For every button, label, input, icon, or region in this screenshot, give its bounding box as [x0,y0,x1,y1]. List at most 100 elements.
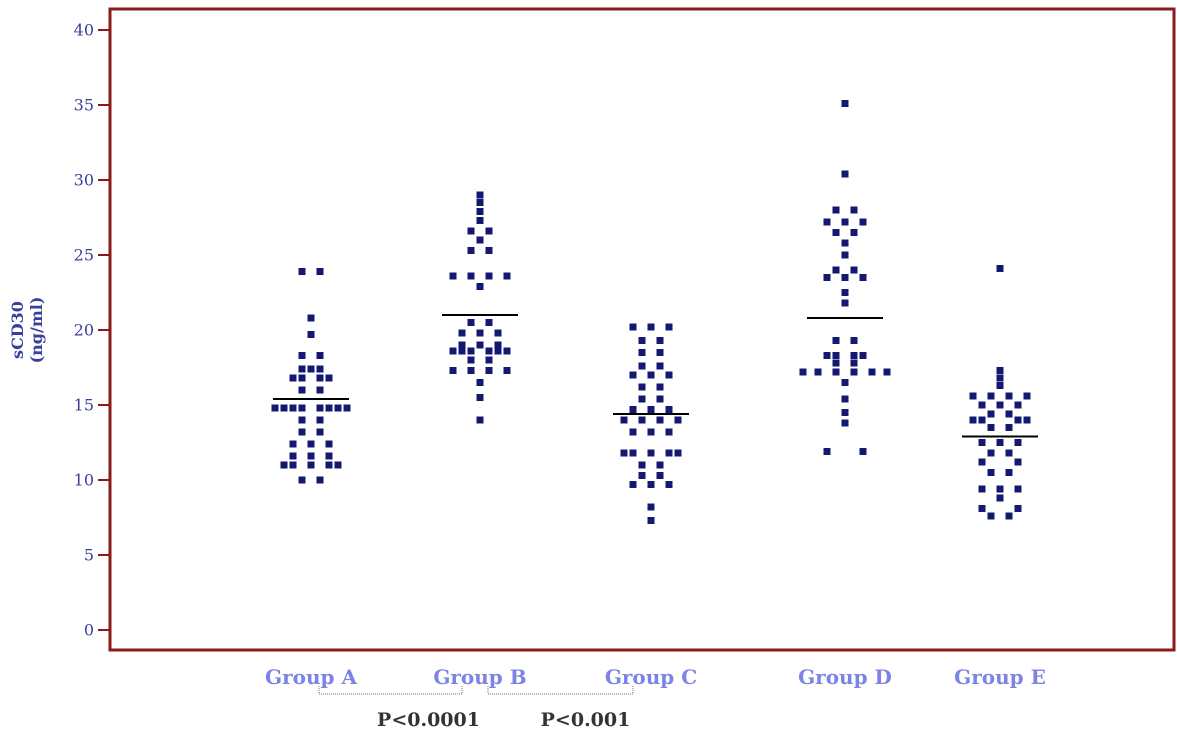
plot-frame [108,7,1176,652]
data-point [656,461,664,469]
data-point [307,365,315,373]
data-point [832,337,840,344]
data-point [316,374,324,382]
y-axis-title-line-1: sCD30 [8,301,27,359]
p-value-label: P<0.001 [541,709,631,731]
data-point [996,382,1004,389]
significance-bracket [318,686,463,695]
data-point [316,416,324,424]
data-point [476,199,484,206]
data-point [476,236,484,244]
data-point [883,368,891,376]
data-point [841,419,849,427]
data-point [629,406,637,413]
data-point [665,406,673,413]
data-point [1014,416,1022,424]
data-point [656,472,664,479]
data-point [978,401,986,409]
data-point [647,406,655,413]
significance-bracket [487,686,634,695]
data-point [485,367,493,374]
data-point [656,362,664,370]
y-tick-label: 10 [74,471,94,490]
data-point [316,268,324,275]
y-axis-title-line-2: (ng/ml) [27,297,46,364]
data-point [850,352,858,359]
data-point [325,374,333,382]
data-point [841,299,849,307]
data-point [841,218,849,226]
data-point [832,206,840,214]
data-point [969,392,977,400]
category-label: Group B [433,665,526,689]
data-point [832,359,840,367]
data-point [316,476,324,484]
data-point [841,170,849,178]
data-point [476,416,484,424]
data-point [850,368,858,376]
data-point [476,283,484,290]
data-point [298,365,306,373]
data-point [298,386,306,394]
data-point [620,449,628,457]
data-point [467,227,475,235]
data-point [823,218,831,226]
category-label: Group C [605,665,697,689]
data-point [656,395,664,403]
data-point [298,374,306,382]
data-point [823,352,831,359]
data-point [1023,416,1031,424]
data-point [859,352,867,359]
data-point [307,331,315,338]
data-point [638,472,646,479]
data-point [638,362,646,370]
data-point [647,503,655,511]
data-point [987,449,995,457]
data-point [449,272,457,280]
data-point [996,374,1004,382]
data-point [494,341,502,349]
data-point [814,368,822,376]
data-point [665,323,673,331]
data-point [823,274,831,281]
data-point [467,247,475,254]
data-point [298,416,306,424]
data-point [485,347,493,355]
data-point [316,365,324,373]
data-point [620,416,628,424]
data-point [280,461,288,469]
data-point [665,428,673,436]
data-point [841,409,849,416]
category-label: Group A [265,665,357,689]
data-point [289,461,297,469]
data-point [823,448,831,455]
data-point [316,386,324,394]
y-tick-label: 40 [74,21,94,40]
data-point [325,440,333,448]
data-point [334,461,342,469]
data-point [1005,449,1013,457]
data-point [665,449,673,457]
data-point [841,395,849,403]
data-point [485,227,493,235]
data-point [494,329,502,337]
y-tick-label: 35 [74,96,94,115]
data-point [467,367,475,374]
category-label: Group E [954,665,1046,689]
y-axis: 0 5 10 15 20 25 30 35 40 [74,9,112,650]
data-point [1014,458,1022,466]
data-point [298,352,306,359]
data-point [841,251,849,259]
data-point [832,229,840,236]
data-point [467,319,475,326]
data-point [832,352,840,359]
data-point [307,440,315,448]
data-point [841,100,849,107]
data-point [647,481,655,488]
data-point [325,461,333,469]
data-point [987,392,995,400]
data-point [1005,392,1013,400]
data-point [1014,439,1022,446]
p-value-label: P<0.0001 [377,709,480,731]
